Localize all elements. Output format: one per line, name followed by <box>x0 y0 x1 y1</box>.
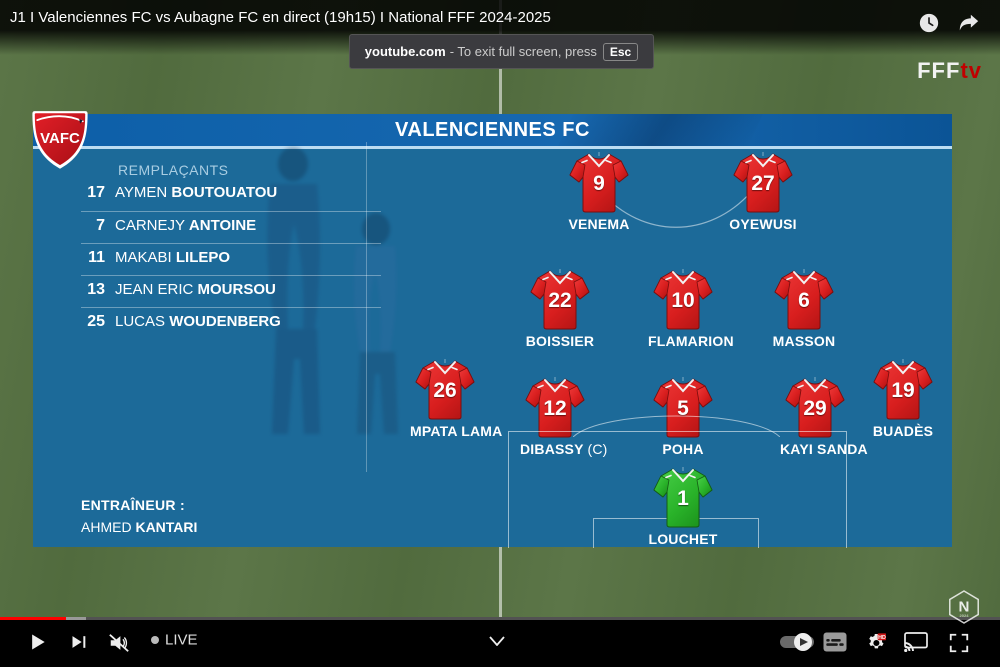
svg-text:VAFC: VAFC <box>40 130 80 147</box>
svg-text:2024: 2024 <box>960 613 970 618</box>
svg-text:HD: HD <box>878 635 886 641</box>
